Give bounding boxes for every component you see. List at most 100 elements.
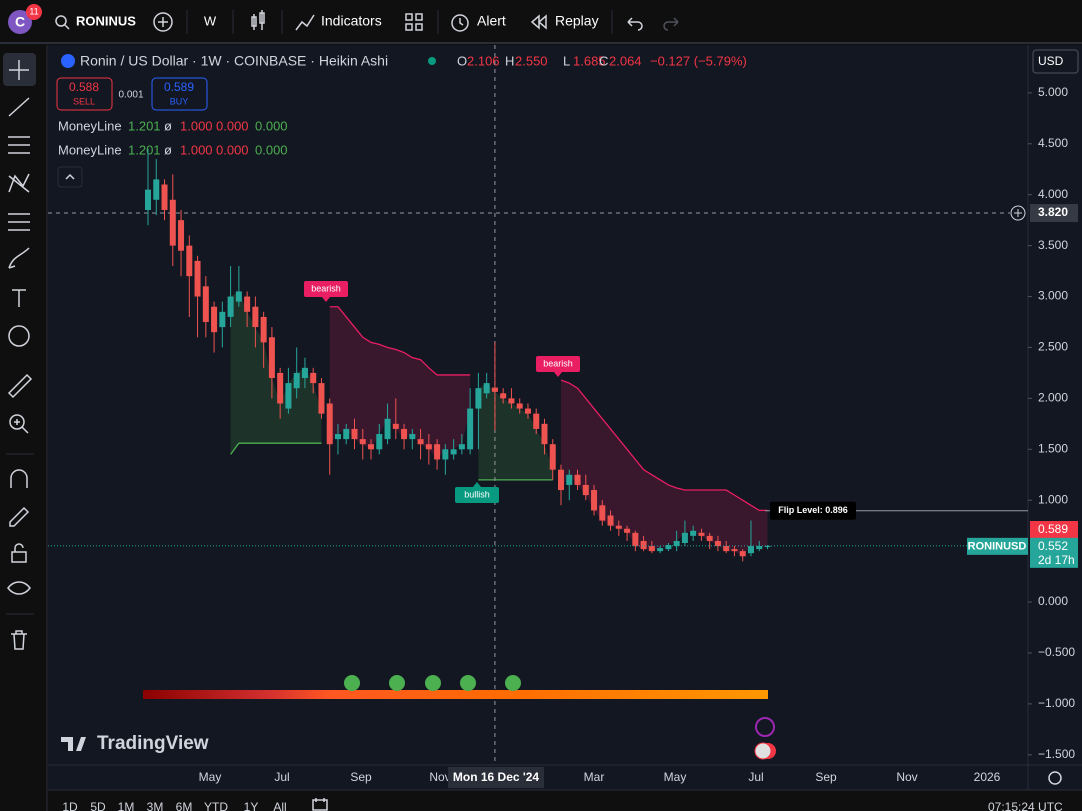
range-button[interactable]: YTD	[204, 800, 228, 811]
candle-body	[491, 387, 498, 392]
candle-body	[186, 245, 193, 277]
indicator-value: ø	[164, 142, 172, 157]
date-range-button[interactable]	[312, 798, 328, 811]
undo-button[interactable]	[627, 17, 643, 31]
compare-button[interactable]	[153, 12, 173, 32]
candle-body	[566, 474, 573, 485]
lock-draw-tool[interactable]	[9, 506, 30, 527]
delete-tool[interactable]	[11, 630, 27, 650]
candle-body	[624, 528, 631, 533]
candle-body	[145, 189, 151, 210]
range-button[interactable]: 1M	[118, 800, 135, 811]
candle-body	[764, 546, 771, 548]
candle-body	[417, 439, 424, 445]
settings-button[interactable]	[1048, 771, 1062, 785]
flip-level-bg	[770, 501, 856, 520]
signal-dot	[425, 675, 441, 691]
candle-body	[409, 434, 416, 440]
ruler-tool[interactable]	[7, 373, 33, 399]
candle-body	[178, 220, 185, 251]
moneyline-fill	[478, 383, 553, 480]
alert-button[interactable]: Alert	[477, 13, 506, 29]
candle-body	[334, 434, 341, 440]
trendline-tool[interactable]	[8, 97, 30, 117]
brush-tool[interactable]	[8, 247, 30, 269]
pattern-tool[interactable]	[8, 173, 30, 193]
chart-type-button[interactable]	[251, 10, 265, 30]
y-tick-label: 1.000	[1038, 492, 1068, 506]
badge	[26, 4, 42, 20]
candle-body	[648, 546, 655, 552]
range-button[interactable]: 3M	[147, 800, 164, 811]
emoji-tool[interactable]	[8, 325, 30, 347]
projection-tool[interactable]	[8, 213, 30, 231]
candle-body	[277, 372, 284, 404]
text-tool[interactable]	[12, 289, 26, 307]
symbol-search[interactable]: RONINUS	[76, 13, 136, 28]
avatar[interactable]	[8, 10, 32, 34]
ohlc-value: 2.064	[609, 53, 642, 68]
y-tick-label: −0.500	[1038, 645, 1075, 659]
x-tick-label: Sep	[350, 770, 372, 784]
fib-tool[interactable]	[8, 136, 30, 154]
currency-button[interactable]	[1032, 49, 1079, 74]
last-price: 0.552	[1038, 539, 1068, 553]
buy-button[interactable]	[151, 77, 208, 111]
collapse-icon	[65, 173, 75, 180]
candle-body	[252, 306, 259, 328]
range-button[interactable]: All	[273, 800, 286, 811]
ohlc-value: 1.685	[573, 53, 606, 68]
indicator-value: 0.000	[216, 118, 249, 133]
signal-dot	[389, 675, 405, 691]
layouts-button[interactable]	[405, 13, 423, 31]
event-icon	[754, 742, 772, 760]
signal-pointer	[473, 482, 481, 487]
candle-body	[392, 423, 399, 429]
signal-label: bullish	[464, 489, 490, 499]
x-tick-label: Mon 16 Dec '24	[453, 770, 540, 784]
ohlc-value: 2.550	[515, 53, 548, 68]
candle-body	[640, 540, 647, 550]
x-tick-label: Nov	[896, 770, 917, 784]
range-button[interactable]: 5D	[90, 800, 106, 811]
candle-body	[739, 551, 746, 557]
range-button[interactable]: 1Y	[244, 800, 259, 811]
lock-tool[interactable]	[11, 543, 27, 563]
candle-body	[442, 449, 449, 460]
indicators-icon	[295, 14, 315, 31]
alert-icon	[451, 14, 469, 32]
ohlc-key: H	[505, 53, 514, 68]
replay-button[interactable]: Replay	[555, 13, 599, 29]
visibility-tool[interactable]	[7, 581, 31, 595]
y-tick-label: 3.500	[1038, 238, 1068, 252]
brand: TradingView	[97, 733, 209, 754]
countdown: 2d 17h	[1038, 553, 1075, 567]
redo-button[interactable]	[663, 17, 679, 31]
candle-body	[260, 316, 267, 343]
crosshair-tool[interactable]	[9, 60, 29, 80]
indicator-value: ø	[164, 118, 172, 133]
signal-label: bearish	[311, 283, 341, 293]
candle-body	[359, 439, 366, 445]
range-button[interactable]: 6M	[176, 800, 193, 811]
x-tick-label: Jul	[274, 770, 289, 784]
indicator-value: 0.000	[216, 142, 249, 157]
magnet-tool[interactable]	[10, 469, 28, 488]
sell-button[interactable]	[56, 77, 113, 111]
y-tick-label: 0.000	[1038, 594, 1068, 608]
spread: 0.001	[118, 90, 143, 101]
indicators-button[interactable]: Indicators	[321, 13, 382, 29]
y-tick-label: 3.000	[1038, 289, 1068, 303]
zoom-tool[interactable]	[9, 414, 25, 430]
oscillator-strip	[143, 690, 768, 699]
search-icon[interactable]	[55, 15, 67, 27]
range-button[interactable]: 1D	[62, 800, 78, 811]
candle-body	[434, 444, 441, 460]
interval-button[interactable]: W	[204, 13, 217, 28]
candle-body	[161, 184, 168, 210]
collapse-button[interactable]	[57, 166, 83, 188]
candle-body	[657, 548, 664, 552]
